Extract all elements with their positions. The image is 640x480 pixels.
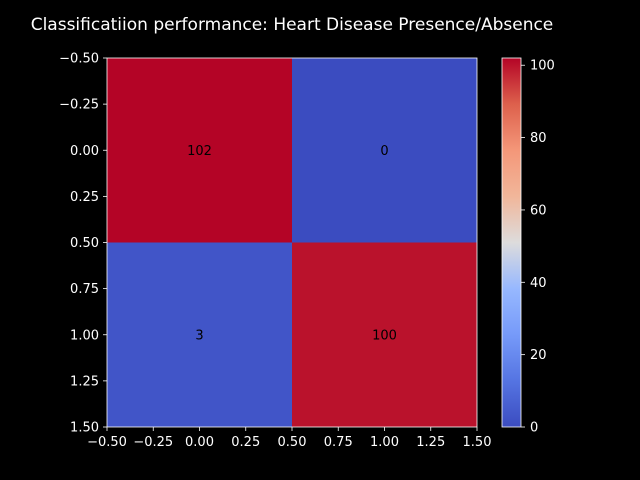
- x-tick-label: 0.50: [278, 435, 307, 450]
- y-tick-label: 0.50: [70, 236, 99, 251]
- x-tick-label: −0.25: [133, 435, 173, 450]
- y-tick-label: −0.25: [59, 98, 99, 113]
- heatmap-cell-r1-c0: [107, 242, 292, 427]
- y-tick-label: −0.50: [59, 52, 99, 67]
- colorbar-tick-label: 20: [530, 348, 547, 363]
- y-tick-label: 1.50: [70, 421, 99, 436]
- colorbar-tick-label: 0: [530, 421, 538, 436]
- cell-value-label-r1-c1: 100: [372, 328, 397, 343]
- y-tick-label: 0.00: [70, 144, 99, 159]
- y-tick-label: 0.75: [70, 282, 99, 297]
- heatmap-cells: [107, 58, 477, 427]
- x-tick-label: 1.25: [416, 435, 445, 450]
- colorbar-tick-label: 60: [530, 203, 547, 218]
- colorbar-tick-label: 80: [530, 131, 547, 146]
- cell-value-label-r0-c0: 102: [187, 144, 212, 159]
- chart-title: Classificatiion performance: Heart Disea…: [31, 15, 554, 35]
- colorbar-axis: 0 20 40 60 80 100: [521, 59, 555, 436]
- colorbar-tick-label: 40: [530, 276, 547, 291]
- x-tick-label: 1.00: [370, 435, 399, 450]
- colorbar-tick-label: 100: [530, 59, 555, 74]
- x-axis: −0.50 −0.25 0.00 0.25 0.50 0.75 1.00 1.25 1.50: [87, 427, 491, 450]
- y-tick-label: 1.00: [70, 328, 99, 343]
- colorbar: [501, 57, 522, 428]
- x-tick-label: 0.25: [231, 435, 260, 450]
- heatmap-cell-r1-c1: [292, 242, 477, 427]
- x-tick-label: −0.50: [87, 435, 127, 450]
- heatmap-cell-r0-c0: [107, 58, 292, 243]
- x-tick-label: 1.50: [463, 435, 492, 450]
- y-tick-label: 1.25: [70, 374, 99, 389]
- heatmap-cell-r0-c1: [292, 58, 477, 243]
- heatmap-cell-labels: 102 0 3 100: [187, 144, 397, 344]
- x-tick-label: 0.00: [185, 435, 214, 450]
- x-tick-label: 0.75: [324, 435, 353, 450]
- cell-value-label-r0-c1: 0: [380, 144, 388, 159]
- y-axis: −0.50 −0.25 0.00 0.25 0.50 0.75 1.00 1.25 1.50: [59, 52, 107, 436]
- cell-value-label-r1-c0: 3: [195, 328, 203, 343]
- y-tick-label: 0.25: [70, 190, 99, 205]
